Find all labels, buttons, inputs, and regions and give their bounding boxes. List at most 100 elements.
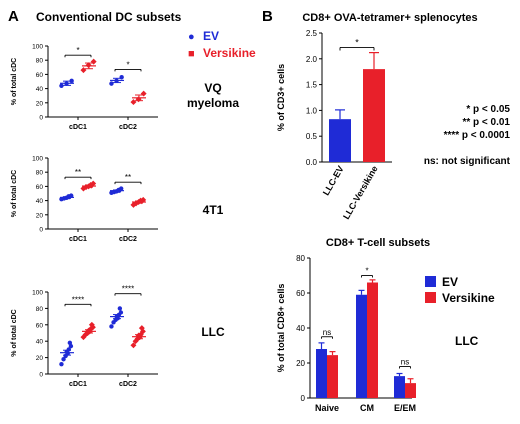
model-label: 4T1 <box>203 203 224 217</box>
model-label: LLC <box>201 325 225 339</box>
legend-c-versikine-swatch <box>425 292 436 303</box>
data-point-ev <box>117 306 123 311</box>
sig-label: ns <box>323 328 331 337</box>
y-tick-label: 2.5 <box>306 29 318 38</box>
chart-title: CD8+ T-cell subsets <box>326 237 430 249</box>
panel-b-letter: B <box>262 8 273 25</box>
x-tick-label-cdc1: cDC1 <box>69 236 87 243</box>
y-tick-label: 0 <box>39 372 43 379</box>
y-tick-label: 20 <box>36 100 44 107</box>
bar-llc-versikine <box>363 69 385 162</box>
y-tick-label: 20 <box>296 359 305 368</box>
panel-a-title: Conventional DC subsets <box>36 10 182 24</box>
y-tick-label: 0.5 <box>306 132 318 141</box>
significance-key: * p < 0.05 ** p < 0.01 **** p < 0.0001 n… <box>424 104 511 167</box>
legend-c-model-label: LLC <box>455 334 479 348</box>
data-point-ev <box>69 78 74 83</box>
y-tick-label: 20 <box>36 355 44 362</box>
bar-chart-c: CD8+ T-cell subsets 0 20 40 60 80 % of total C… <box>276 237 430 413</box>
sig-label: **** <box>122 285 134 294</box>
sig-label: ns <box>401 358 409 367</box>
bar-ev <box>316 349 327 398</box>
data-point-ev <box>59 361 64 367</box>
legend-a: ● EV ■ Versikine <box>188 29 256 60</box>
x-tick-label-cm: CM <box>360 403 374 413</box>
bar-versikine <box>367 282 378 398</box>
sig-label: * <box>126 60 129 69</box>
x-tick-label: LLC-EV <box>321 164 346 197</box>
x-tick-label-cdc1: cDC1 <box>69 381 87 388</box>
x-tick-label-cdc2: cDC2 <box>119 236 137 243</box>
model-label: myeloma <box>187 96 239 110</box>
y-tick-label: 80 <box>36 58 44 65</box>
sig-key-2: ** p < 0.01 <box>462 117 510 128</box>
bar-ev <box>356 294 367 398</box>
legend-a-versikine-label: Versikine <box>203 46 256 60</box>
y-axis-label: % of total cDC <box>11 309 18 356</box>
legend-c-versikine-label: Versikine <box>442 291 495 305</box>
y-tick-label: 0.0 <box>306 158 318 167</box>
scatter-chart-a2: 0 20 40 60 80 100 % of total cDC cDC1 cDC2 ** ** 4T… <box>11 156 224 244</box>
legend-c-ev-swatch <box>425 276 436 287</box>
sig-label: * <box>365 267 368 276</box>
y-axis-label: % of total cDC <box>11 170 18 217</box>
y-tick-label: 80 <box>296 254 305 263</box>
x-tick-label-cdc2: cDC2 <box>119 381 137 388</box>
y-tick-label: 1.5 <box>306 81 318 90</box>
y-tick-label: 1.0 <box>306 106 318 115</box>
y-axis-label: % of total cDC <box>11 58 18 105</box>
y-tick-label: 20 <box>36 212 44 219</box>
chart-title: CD8+ OVA-tetramer+ splenocytes <box>302 12 477 24</box>
sig-label: ** <box>75 168 81 177</box>
data-point-ev <box>118 310 124 315</box>
data-point-ev <box>109 81 114 86</box>
y-axis-label: % of total CD8+ cells <box>276 284 286 373</box>
y-tick-label: 40 <box>36 339 44 346</box>
data-point-versikine <box>90 58 97 65</box>
model-label: VQ <box>204 81 221 95</box>
y-tick-label: 40 <box>36 86 44 93</box>
y-tick-label: 0 <box>39 115 43 122</box>
bar-versikine <box>405 383 416 398</box>
data-point-versikine <box>138 325 145 332</box>
data-point-ev <box>59 83 64 88</box>
sig-key-3: **** p < 0.0001 <box>444 130 511 141</box>
panel-a-letter: A <box>8 8 19 25</box>
bar-llc-ev <box>329 119 351 162</box>
y-tick-label: 100 <box>32 44 43 51</box>
data-point-versikine <box>130 99 137 106</box>
data-point-versikine <box>80 67 87 74</box>
data-point-ev <box>61 357 66 362</box>
scatter-chart-a3: 0 20 40 60 80 100 % of total cDC cDC1 cDC2 **** **… <box>11 285 225 388</box>
y-tick-label: 40 <box>296 324 305 333</box>
y-tick-label: 60 <box>36 72 44 79</box>
sig-label: ** <box>125 173 131 182</box>
legend-a-ev-marker: ● <box>188 31 195 43</box>
data-point-ev <box>109 324 114 329</box>
scatter-chart-a1: 0 20 40 60 80 100 % of total cDC cDC1 cDC2 * * VQmy… <box>11 44 239 132</box>
bar-ev <box>394 376 405 398</box>
y-axis-label: % of CD3+ cells <box>276 64 286 131</box>
x-tick-label-cdc2: cDC2 <box>119 124 137 131</box>
sig-label: * <box>355 37 359 47</box>
legend-c-ev-label: EV <box>442 275 458 289</box>
legend-a-versikine-marker: ■ <box>188 48 195 60</box>
sig-key-1: * p < 0.05 <box>466 104 510 115</box>
y-tick-label: 80 <box>36 170 44 177</box>
x-tick-label-e-em: E/EM <box>394 403 416 413</box>
data-point-ev <box>67 340 73 346</box>
data-point-versikine <box>130 342 137 349</box>
x-tick-label-naive: Naive <box>315 403 339 413</box>
y-tick-label: 2.0 <box>306 55 318 64</box>
y-tick-label: 0 <box>39 227 43 234</box>
bar-versikine <box>327 355 338 398</box>
x-tick-label-cdc1: cDC1 <box>69 124 87 131</box>
y-tick-label: 60 <box>36 184 44 191</box>
y-tick-label: 60 <box>296 289 305 298</box>
legend-a-ev-label: EV <box>203 29 219 43</box>
x-tick-label: LLC-Versikine <box>341 164 380 221</box>
y-tick-label: 0 <box>301 394 306 403</box>
y-tick-label: 60 <box>36 322 44 329</box>
